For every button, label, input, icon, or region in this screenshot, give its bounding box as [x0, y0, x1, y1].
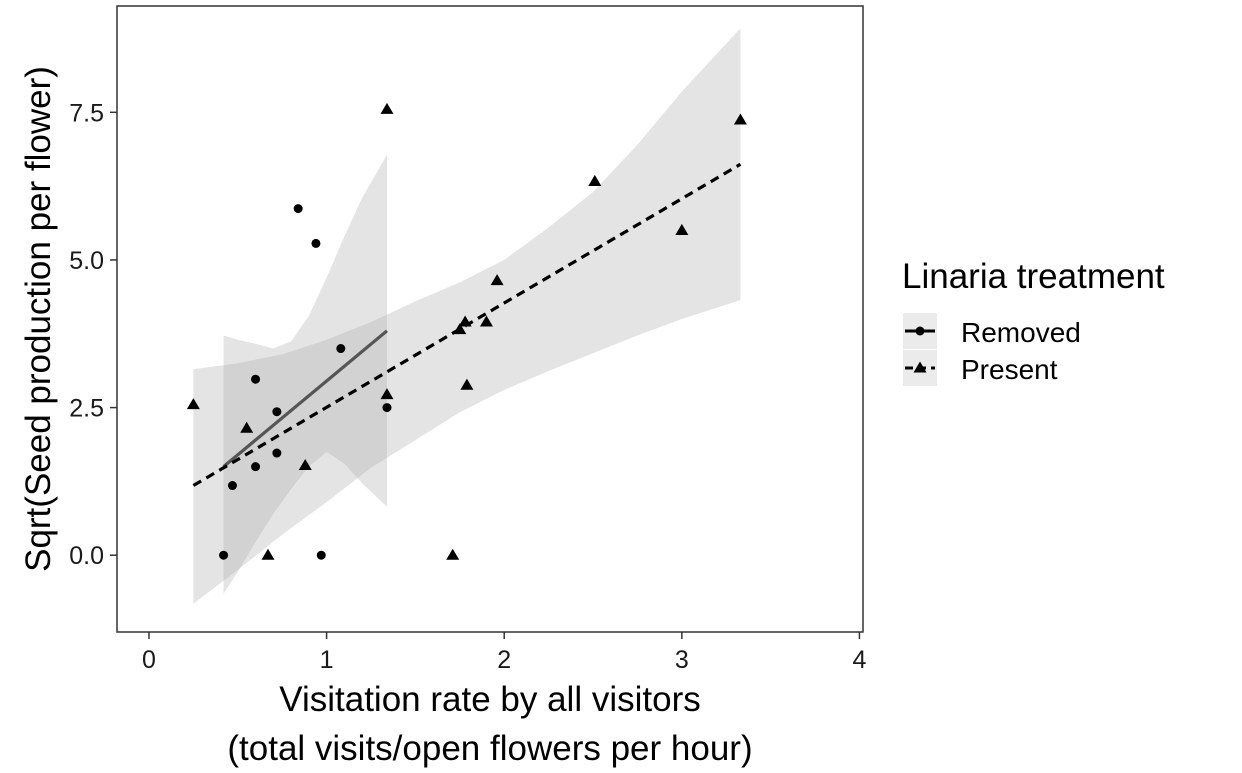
point-removed-10	[382, 403, 392, 413]
point-present-2	[261, 548, 275, 560]
legend-entry-removed: Removed	[903, 313, 1081, 349]
legend: Linaria treatment Removed Present	[902, 257, 1165, 386]
legend-entry-present: Present	[903, 350, 1058, 386]
point-removed-0	[219, 550, 229, 560]
y-tick-label-3: 7.5	[69, 99, 104, 127]
point-present-3	[298, 458, 312, 471]
legend-label-removed: Removed	[961, 317, 1081, 348]
point-present-6	[446, 548, 460, 560]
fit-line-removed	[222, 329, 389, 468]
x-tick-label-0: 0	[142, 646, 156, 674]
confidence-ribbons	[193, 28, 741, 604]
point-present-12	[588, 174, 602, 186]
point-removed-3	[251, 374, 261, 384]
point-removed-5	[272, 448, 282, 458]
x-tick-label-4: 4	[852, 646, 866, 674]
y-tick-label-0: 0.0	[69, 542, 104, 570]
x-tick-label-2: 2	[497, 646, 511, 674]
legend-key-present-marker	[913, 361, 927, 373]
point-removed-8	[316, 550, 326, 560]
point-removed-7	[311, 238, 321, 248]
point-removed-2	[251, 462, 261, 472]
x-axis: 0 1 2 3 4	[142, 632, 866, 674]
legend-title: Linaria treatment	[902, 257, 1165, 296]
point-present-4	[380, 102, 394, 114]
point-removed-4	[272, 407, 282, 417]
plot-panel-border	[116, 5, 864, 633]
point-present-13	[675, 223, 689, 235]
legend-label-present: Present	[961, 354, 1058, 385]
point-present-5	[380, 388, 394, 400]
point-present-0	[186, 398, 200, 410]
point-removed-9	[336, 344, 346, 354]
y-axis: 0.0 2.5 5.0 7.5	[69, 99, 117, 570]
x-axis-title-line-2: (total visits/open flowers per hour)	[227, 729, 752, 768]
point-removed-6	[293, 204, 303, 214]
ribbon-removed	[223, 154, 387, 594]
point-present-10	[479, 315, 493, 327]
point-present-1	[240, 421, 254, 433]
legend-key-removed-marker	[915, 326, 925, 336]
ribbon-present	[193, 28, 741, 604]
y-tick-label-2: 5.0	[69, 247, 104, 275]
y-axis-title: Sqrt(Seed production per flower)	[19, 66, 58, 572]
point-present-8	[458, 315, 472, 327]
x-axis-title-line-1: Visitation rate by all visitors	[279, 680, 700, 719]
point-present-11	[490, 274, 504, 286]
x-tick-label-3: 3	[675, 646, 689, 674]
data-points	[186, 102, 747, 560]
point-present-14	[733, 113, 747, 125]
point-present-7	[453, 323, 467, 335]
point-removed-1	[227, 481, 237, 491]
point-present-9	[460, 378, 474, 390]
x-tick-label-1: 1	[320, 646, 334, 674]
y-tick-label-1: 2.5	[69, 395, 104, 423]
